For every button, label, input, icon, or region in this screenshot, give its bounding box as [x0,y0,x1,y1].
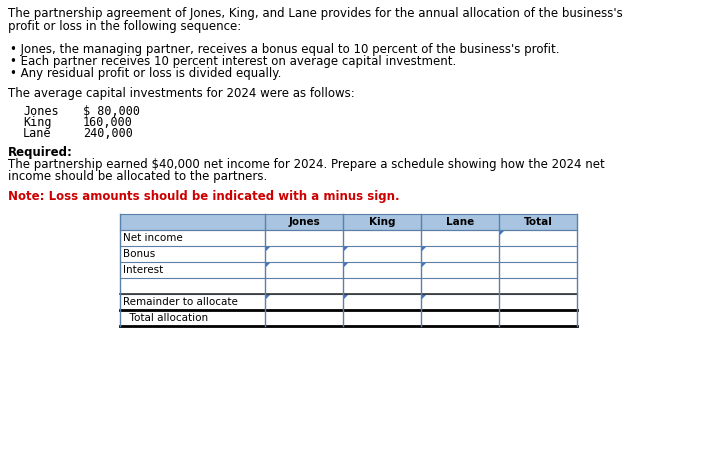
Text: • Any residual profit or loss is divided equally.: • Any residual profit or loss is divided… [10,67,281,80]
Polygon shape [500,231,504,235]
Text: Total: Total [523,217,553,227]
Text: The partnership agreement of Jones, King, and Lane provides for the annual alloc: The partnership agreement of Jones, King… [8,7,623,20]
Text: Required:: Required: [8,146,73,159]
Text: The average capital investments for 2024 were as follows:: The average capital investments for 2024… [8,87,354,100]
Text: King: King [23,116,52,129]
Bar [120,310,577,326]
Bar [120,214,577,230]
Text: King: King [369,217,395,227]
Text: Interest: Interest [123,265,163,275]
Bar [120,278,577,294]
Text: 160,000: 160,000 [83,116,133,129]
Text: $ 80,000: $ 80,000 [83,105,140,118]
Text: Total allocation: Total allocation [123,313,208,323]
Text: 240,000: 240,000 [83,127,133,140]
Bar [120,230,577,246]
Polygon shape [422,295,426,299]
Text: Net income: Net income [123,233,183,243]
Polygon shape [266,247,270,251]
Text: • Jones, the managing partner, receives a bonus equal to 10 percent of the busin: • Jones, the managing partner, receives … [10,43,559,56]
Polygon shape [266,295,270,299]
Text: Jones: Jones [288,217,320,227]
Text: Note: Loss amounts should be indicated with a minus sign.: Note: Loss amounts should be indicated w… [8,190,400,203]
Polygon shape [344,247,348,251]
Polygon shape [422,263,426,267]
Polygon shape [266,263,270,267]
Bar [120,262,577,278]
Text: Remainder to allocate: Remainder to allocate [123,297,238,307]
Text: Lane: Lane [23,127,52,140]
Text: • Each partner receives 10 percent interest on average capital investment.: • Each partner receives 10 percent inter… [10,55,456,68]
Bar [120,246,577,262]
Polygon shape [422,247,426,251]
Text: Bonus: Bonus [123,249,155,259]
Bar [120,294,577,310]
Polygon shape [344,295,348,299]
Text: profit or loss in the following sequence:: profit or loss in the following sequence… [8,20,241,33]
Text: Jones: Jones [23,105,59,118]
Text: income should be allocated to the partners.: income should be allocated to the partne… [8,170,267,183]
Polygon shape [344,263,348,267]
Text: Lane: Lane [446,217,474,227]
Text: The partnership earned $40,000 net income for 2024. Prepare a schedule showing h: The partnership earned $40,000 net incom… [8,158,605,171]
